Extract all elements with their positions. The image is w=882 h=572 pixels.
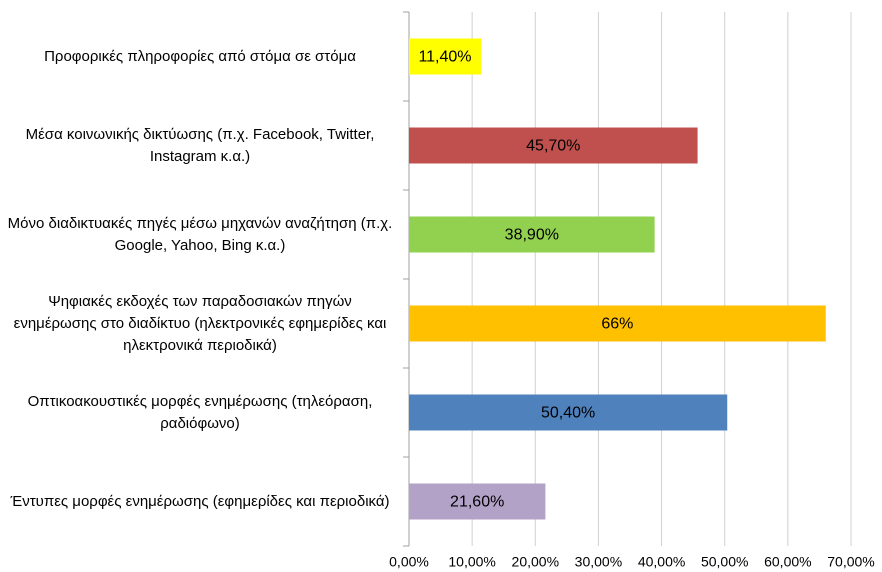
bar-value-label: 11,40% (418, 49, 471, 66)
x-tick-label: 50,00% (701, 554, 748, 570)
category-label: Ψηφιακές εκδοχές των παραδοσιακών πηγών … (13, 292, 387, 354)
x-tick-label: 70,00% (827, 554, 874, 570)
category-label: Οπτικοακουστικές μορφές ενημέρωσης (τηλε… (27, 392, 373, 432)
category-label: Μέσα κοινωνικής δικτύωσης (π.χ. Facebook… (25, 125, 375, 165)
bar-value-label: 38,90% (505, 227, 559, 244)
bar (409, 483, 546, 520)
bar-value-label: 45,70% (526, 138, 580, 155)
category-label: Μόνο διαδικτυακές πηγές μέσω μηχανών ανα… (7, 214, 393, 254)
bar-value-label: 66% (601, 316, 633, 333)
category-label: Προφορικές πληροφορίες από στόμα σε στόμ… (44, 47, 356, 65)
bar (409, 127, 698, 164)
x-tick-label: 10,00% (448, 554, 495, 570)
bar (409, 38, 481, 75)
x-tick-label: 60,00% (764, 554, 811, 570)
bar-value-label: 21,60% (450, 494, 504, 511)
x-tick-label: 30,00% (575, 554, 622, 570)
bar (409, 394, 728, 431)
x-tick-label: 20,00% (512, 554, 559, 570)
bar (409, 216, 655, 253)
x-tick-label: 0,00% (389, 554, 429, 570)
bar (409, 305, 826, 342)
category-label: Έντυπες μορφές ενημέρωσης (εφημερίδες κα… (10, 492, 390, 510)
bar-value-label: 50,40% (541, 405, 595, 422)
x-tick-label: 40,00% (638, 554, 685, 570)
